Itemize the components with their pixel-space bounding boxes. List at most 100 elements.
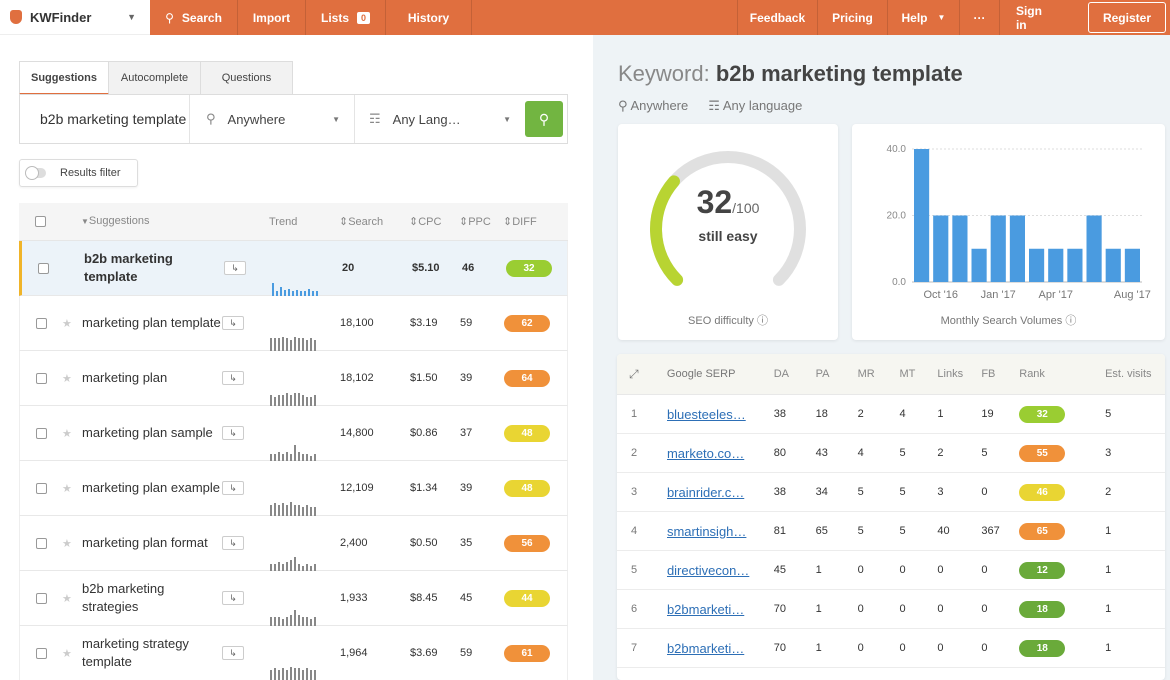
- search-further-icon[interactable]: ↳: [222, 481, 244, 495]
- table-row[interactable]: b2b marketing template ↳ 20 $5.10 46 32: [19, 241, 568, 296]
- header-ppc[interactable]: ⇕PPC: [459, 216, 491, 228]
- row-checkbox[interactable]: [35, 482, 47, 494]
- keyword-input[interactable]: b2b marketing template: [20, 95, 190, 143]
- mr-cell: 0: [857, 603, 864, 615]
- table-row[interactable]: ★ marketing strategy template ↳ 1,964 $3.69 5…: [19, 626, 568, 680]
- keyword-cell[interactable]: marketing plan template: [82, 315, 221, 330]
- row-checkbox[interactable]: [35, 372, 47, 384]
- star-icon[interactable]: ★: [62, 372, 72, 385]
- volume-bar[interactable]: [1086, 215, 1102, 283]
- search-button[interactable]: ⚲: [525, 101, 563, 137]
- location-select[interactable]: ⚲ Anywhere ▼: [190, 95, 355, 143]
- nav-help[interactable]: Help ▼: [888, 0, 960, 35]
- star-icon[interactable]: ★: [62, 592, 72, 605]
- register-button[interactable]: Register: [1087, 2, 1166, 33]
- search-further-icon[interactable]: ↳: [222, 371, 244, 385]
- search-further-icon[interactable]: ↳: [224, 261, 246, 275]
- serp-url-link[interactable]: b2bmarketi…: [666, 640, 745, 656]
- volume-bar[interactable]: [933, 215, 949, 283]
- volume-bar[interactable]: [914, 149, 930, 282]
- keyword-cell[interactable]: b2b marketing template: [84, 251, 173, 284]
- search-further-icon[interactable]: ↳: [222, 646, 244, 660]
- volume-bar[interactable]: [1029, 248, 1045, 282]
- trend-bar: [290, 453, 292, 461]
- keyword-cell[interactable]: marketing plan sample: [82, 425, 213, 440]
- volume-bar[interactable]: [1105, 248, 1121, 282]
- serp-url-link[interactable]: brainrider.c…: [666, 484, 745, 500]
- results-filter-toggle[interactable]: Results filter: [19, 159, 138, 187]
- help-icon[interactable]: ⓘ: [756, 315, 768, 327]
- links-cell: 3: [937, 486, 944, 498]
- star-icon[interactable]: ★: [62, 482, 72, 495]
- volume-bar[interactable]: [1067, 248, 1083, 282]
- tab-suggestions[interactable]: Suggestions: [19, 61, 109, 95]
- header-suggestions[interactable]: ▼Suggestions: [81, 215, 150, 227]
- keyword-cell[interactable]: b2b marketing strategies: [82, 581, 165, 614]
- x-tick-label: Oct '16: [923, 289, 958, 301]
- header-diff[interactable]: ⇕DIFF: [503, 216, 537, 228]
- table-row[interactable]: ★ marketing plan format ↳ 2,400 $0.50 35 56: [19, 516, 568, 571]
- select-all-checkbox[interactable]: [34, 216, 46, 227]
- search-further-icon[interactable]: ↳: [222, 536, 244, 550]
- row-checkbox[interactable]: [35, 317, 47, 329]
- nav-lists[interactable]: Lists 0: [306, 0, 386, 35]
- header-search[interactable]: ⇕Search: [339, 216, 384, 228]
- nav-history[interactable]: History: [386, 0, 472, 35]
- serp-url-link[interactable]: bluesteeles…: [666, 406, 746, 422]
- serp-url-link[interactable]: directivecon…: [666, 562, 750, 578]
- table-row[interactable]: ★ marketing plan template ↳ 18,100 $3.19 59 62: [19, 296, 568, 351]
- keyword-cell[interactable]: marketing plan example: [82, 480, 221, 495]
- keyword-cell[interactable]: marketing plan format: [82, 535, 208, 550]
- mr-cell: 0: [857, 642, 864, 654]
- keyword-cell[interactable]: marketing plan: [82, 370, 168, 385]
- keyword-meta: ⚲ Anywhere ☶ Any language: [618, 98, 803, 113]
- row-checkbox[interactable]: [35, 647, 47, 659]
- search-further-icon[interactable]: ↳: [222, 591, 244, 605]
- toggle-switch[interactable]: [25, 166, 46, 180]
- table-row[interactable]: ★ marketing plan ↳ 18,102 $1.50 39 64: [19, 351, 568, 406]
- language-select[interactable]: ☶ Any Lang… ▼: [369, 111, 511, 127]
- nav-sign-in[interactable]: Sign in: [1015, 3, 1042, 32]
- rank-badge: 46: [1019, 483, 1066, 501]
- row-checkbox[interactable]: [35, 537, 47, 549]
- help-icon[interactable]: ⓘ: [1065, 315, 1077, 327]
- volume-bar[interactable]: [1009, 215, 1025, 283]
- trend-bar: [314, 563, 316, 571]
- difficulty-badge: 48: [504, 424, 550, 442]
- table-row[interactable]: ★ marketing plan example ↳ 12,109 $1.34 39 48: [19, 461, 568, 516]
- header-cpc[interactable]: ⇕CPC: [409, 216, 442, 228]
- search-further-icon[interactable]: ↳: [222, 426, 244, 440]
- nav-feedback[interactable]: Feedback: [738, 0, 818, 35]
- row-checkbox[interactable]: [35, 427, 47, 439]
- nav-import[interactable]: Import: [238, 0, 306, 35]
- serp-url-link[interactable]: b2bmarketi…: [666, 601, 745, 617]
- volume-bar[interactable]: [952, 215, 968, 283]
- serp-position: 2: [631, 447, 638, 459]
- volume-bar[interactable]: [1124, 248, 1140, 282]
- search-further-icon[interactable]: ↳: [222, 316, 244, 330]
- nav-pricing[interactable]: Pricing: [818, 0, 888, 35]
- row-checkbox[interactable]: [37, 262, 49, 274]
- links-cell: 0: [937, 603, 944, 615]
- star-icon[interactable]: ★: [62, 537, 72, 550]
- expand-icon[interactable]: ⤢: [629, 366, 639, 381]
- tab-autocomplete[interactable]: Autocomplete: [109, 61, 201, 95]
- brand-menu[interactable]: KWFinder ▼: [0, 0, 150, 35]
- volume-bar[interactable]: [1048, 248, 1064, 282]
- volume-bar[interactable]: [971, 248, 987, 282]
- mr-cell: 0: [857, 564, 864, 576]
- serp-url-link[interactable]: smartinsigh…: [666, 523, 747, 539]
- keyword-cell[interactable]: marketing strategy template: [82, 636, 189, 669]
- star-icon[interactable]: ★: [62, 317, 72, 330]
- nav-more[interactable]: ···: [960, 0, 1000, 35]
- star-icon[interactable]: ★: [62, 647, 72, 660]
- rank-badge: 32: [1019, 405, 1066, 423]
- table-row[interactable]: ★ marketing plan sample ↳ 14,800 $0.86 37 48: [19, 406, 568, 461]
- table-row[interactable]: ★ b2b marketing strategies ↳ 1,933 $8.45 45 44: [19, 571, 568, 626]
- volume-bar[interactable]: [990, 215, 1006, 283]
- tab-questions[interactable]: Questions: [201, 61, 293, 95]
- row-checkbox[interactable]: [35, 592, 47, 604]
- nav-search[interactable]: ⚲ Search: [150, 0, 238, 35]
- star-icon[interactable]: ★: [62, 427, 72, 440]
- serp-url-link[interactable]: marketo.co…: [666, 445, 745, 461]
